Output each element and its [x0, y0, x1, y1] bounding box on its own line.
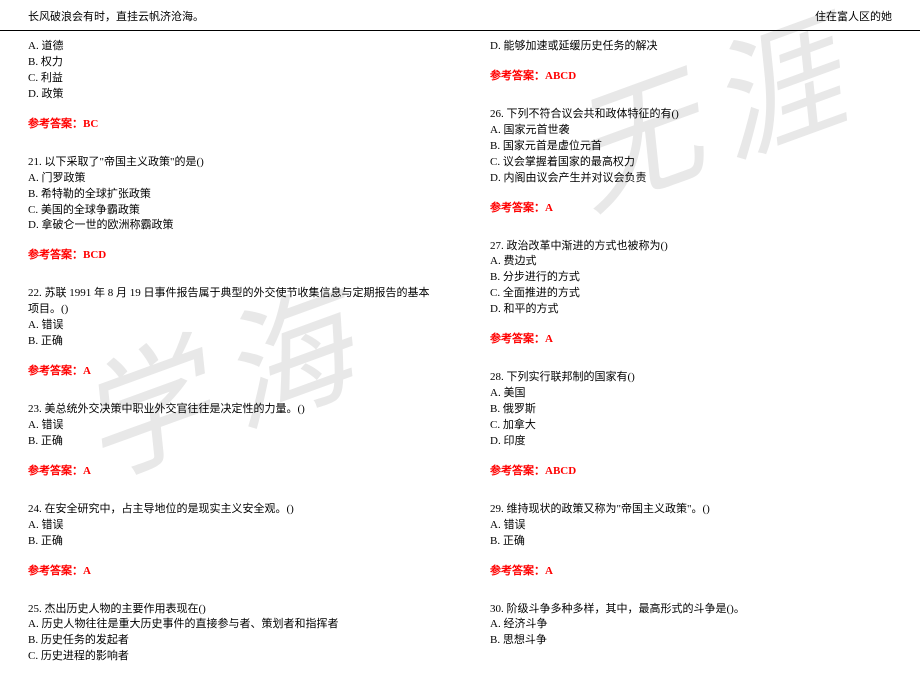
- option-b: B. 正确: [28, 534, 430, 550]
- header-right-text: 住在富人区的她: [815, 8, 892, 24]
- question-25-continued: D. 能够加速或延缓历史任务的解决: [490, 39, 892, 55]
- question-30: 30. 阶级斗争多种多样，其中，最高形式的斗争是()。 A. 经济斗争 B. 思…: [490, 602, 892, 650]
- option-a: A. 美国: [490, 386, 892, 402]
- option-a: A. 错误: [28, 418, 430, 434]
- question-stem: 24. 在安全研究中，占主导地位的是现实主义安全观。(): [28, 502, 430, 518]
- option-d: D. 印度: [490, 434, 892, 450]
- question-22: 22. 苏联 1991 年 8 月 19 日事件报告属于典型的外交使节收集信息与…: [28, 286, 430, 350]
- header-left-text: 长风破浪会有时，直挂云帆济沧海。: [28, 8, 204, 24]
- question-stem: 22. 苏联 1991 年 8 月 19 日事件报告属于典型的外交使节收集信息与…: [28, 286, 430, 318]
- answer-27: 参考答案：A: [490, 332, 892, 348]
- option-b: B. 正确: [490, 534, 892, 550]
- question-stem: 26. 下列不符合议会共和政体特征的有(): [490, 107, 892, 123]
- question-stem: 25. 杰出历史人物的主要作用表现在(): [28, 602, 430, 618]
- option-c: C. 加拿大: [490, 418, 892, 434]
- answer-24: 参考答案：A: [28, 564, 430, 580]
- question-stem: 21. 以下采取了"帝国主义政策"的是(): [28, 155, 430, 171]
- question-21: 21. 以下采取了"帝国主义政策"的是() A. 门罗政策 B. 希特勒的全球扩…: [28, 155, 430, 235]
- option-b: B. 正确: [28, 434, 430, 450]
- option-b: B. 国家元首是虚位元首: [490, 139, 892, 155]
- option-d: D. 政策: [28, 87, 430, 103]
- option-b: B. 权力: [28, 55, 430, 71]
- option-b: B. 希特勒的全球扩张政策: [28, 187, 430, 203]
- question-stem: 27. 政治改革中渐进的方式也被称为(): [490, 239, 892, 255]
- question-27: 27. 政治改革中渐进的方式也被称为() A. 费边式 B. 分步进行的方式 C…: [490, 239, 892, 319]
- option-d: D. 能够加速或延缓历史任务的解决: [490, 39, 892, 55]
- option-a: A. 道德: [28, 39, 430, 55]
- answer-20: 参考答案：BC: [28, 117, 430, 133]
- option-c: C. 全面推进的方式: [490, 286, 892, 302]
- content-columns: A. 道德 B. 权力 C. 利益 D. 政策 参考答案：BC 21. 以下采取…: [0, 31, 920, 673]
- page-content: 长风破浪会有时，直挂云帆济沧海。 住在富人区的她 A. 道德 B. 权力 C. …: [0, 0, 920, 673]
- option-a: A. 错误: [28, 318, 430, 334]
- answer-21: 参考答案：BCD: [28, 248, 430, 264]
- option-c: C. 美国的全球争霸政策: [28, 203, 430, 219]
- option-c: C. 议会掌握着国家的最高权力: [490, 155, 892, 171]
- option-a: A. 错误: [490, 518, 892, 534]
- option-a: A. 历史人物往往是重大历史事件的直接参与者、策划者和指挥者: [28, 617, 430, 633]
- option-c: C. 历史进程的影响者: [28, 649, 430, 665]
- question-23: 23. 美总统外交决策中职业外交官往往是决定性的力量。() A. 错误 B. 正…: [28, 402, 430, 450]
- answer-26: 参考答案：A: [490, 201, 892, 217]
- answer-28: 参考答案：ABCD: [490, 464, 892, 480]
- answer-22: 参考答案：A: [28, 364, 430, 380]
- option-a: A. 错误: [28, 518, 430, 534]
- page-header: 长风破浪会有时，直挂云帆济沧海。 住在富人区的她: [0, 0, 920, 31]
- question-stem: 28. 下列实行联邦制的国家有(): [490, 370, 892, 386]
- option-a: A. 门罗政策: [28, 171, 430, 187]
- answer-23: 参考答案：A: [28, 464, 430, 480]
- left-column: A. 道德 B. 权力 C. 利益 D. 政策 参考答案：BC 21. 以下采取…: [28, 39, 460, 665]
- option-b: B. 思想斗争: [490, 633, 892, 649]
- question-29: 29. 维持现状的政策又称为"帝国主义政策"。() A. 错误 B. 正确: [490, 502, 892, 550]
- option-a: A. 国家元首世袭: [490, 123, 892, 139]
- question-20-options: A. 道德 B. 权力 C. 利益 D. 政策: [28, 39, 430, 103]
- question-stem: 23. 美总统外交决策中职业外交官往往是决定性的力量。(): [28, 402, 430, 418]
- option-c: C. 利益: [28, 71, 430, 87]
- option-a: A. 经济斗争: [490, 617, 892, 633]
- option-b: B. 历史任务的发起者: [28, 633, 430, 649]
- answer-25: 参考答案：ABCD: [490, 69, 892, 85]
- question-26: 26. 下列不符合议会共和政体特征的有() A. 国家元首世袭 B. 国家元首是…: [490, 107, 892, 187]
- right-column: D. 能够加速或延缓历史任务的解决 参考答案：ABCD 26. 下列不符合议会共…: [460, 39, 892, 665]
- option-a: A. 费边式: [490, 254, 892, 270]
- option-b: B. 俄罗斯: [490, 402, 892, 418]
- option-d: D. 内阁由议会产生并对议会负责: [490, 171, 892, 187]
- question-28: 28. 下列实行联邦制的国家有() A. 美国 B. 俄罗斯 C. 加拿大 D.…: [490, 370, 892, 450]
- option-b: B. 正确: [28, 334, 430, 350]
- option-d: D. 拿破仑一世的欧洲称霸政策: [28, 218, 430, 234]
- question-25: 25. 杰出历史人物的主要作用表现在() A. 历史人物往往是重大历史事件的直接…: [28, 602, 430, 666]
- question-stem: 30. 阶级斗争多种多样，其中，最高形式的斗争是()。: [490, 602, 892, 618]
- option-b: B. 分步进行的方式: [490, 270, 892, 286]
- option-d: D. 和平的方式: [490, 302, 892, 318]
- question-stem: 29. 维持现状的政策又称为"帝国主义政策"。(): [490, 502, 892, 518]
- question-24: 24. 在安全研究中，占主导地位的是现实主义安全观。() A. 错误 B. 正确: [28, 502, 430, 550]
- answer-29: 参考答案：A: [490, 564, 892, 580]
